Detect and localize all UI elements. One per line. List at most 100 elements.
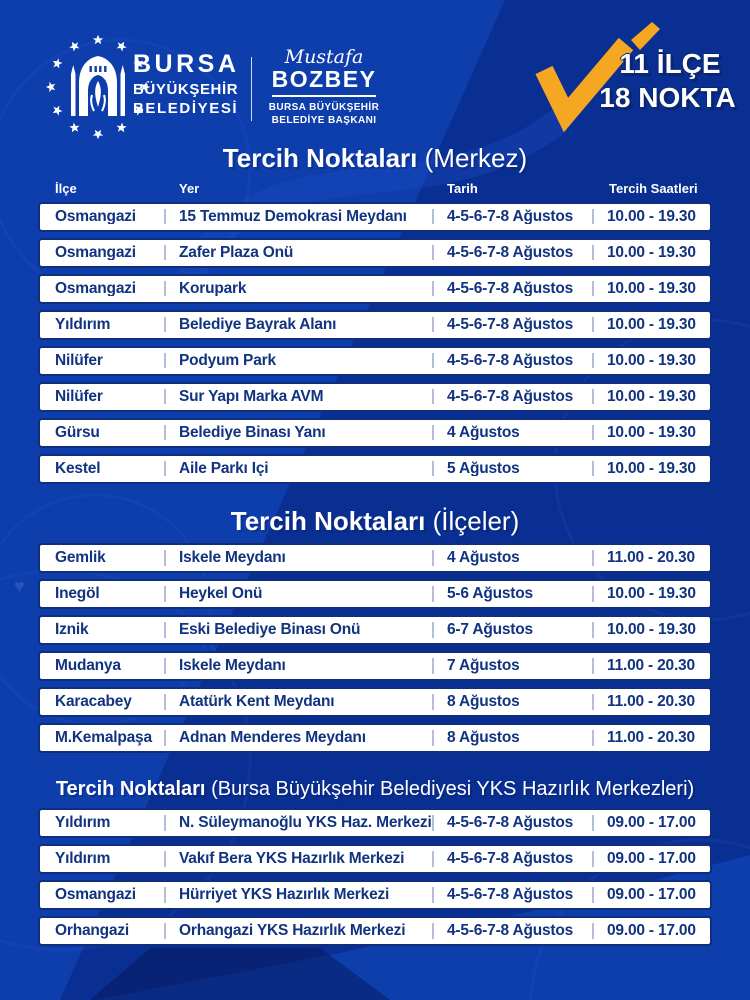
- mayor-first-name: Mustafa: [284, 46, 364, 68]
- cell-district: Gürsu: [55, 424, 100, 441]
- table-row: Osmangazi Zafer Plaza Önü 4-5-6-7-8 Ağus…: [38, 237, 712, 268]
- cell-location: N. Süleymanoğlu YKS Haz. Merkezi: [164, 815, 432, 831]
- cell-district: Karacabey: [55, 694, 132, 710]
- cell-location: Belediye Bayrak Alanı: [164, 317, 432, 333]
- cell-location: İskele Meydanı: [164, 550, 432, 566]
- cell-district: Orhangazi: [55, 923, 129, 939]
- table-row: M.Kemalpaşa Adnan Menderes Meydanı 8 Ağu…: [38, 723, 712, 753]
- section-title-bold: Tercih Noktaları: [230, 505, 426, 536]
- cell-date: 4-5-6-7-8 Ağustos: [432, 317, 592, 333]
- cell-hours: 10.00 - 19.30: [592, 245, 708, 261]
- cell-hours: 09.00 - 17.00: [592, 851, 708, 867]
- cell-date: 4-5-6-7-8 Ağustos: [432, 389, 592, 405]
- section-title-bold: Tercih Noktaları: [222, 143, 418, 173]
- cell-location: Eski Belediye Binası Önü: [164, 622, 432, 638]
- mayor-title-line2: BELEDİYE BAŞKANI: [271, 114, 377, 126]
- cell-district: Osmangazi: [55, 244, 136, 261]
- section-title-light: (Merkez): [424, 143, 528, 173]
- table-row: Osmangazi Korupark 4-5-6-7-8 Ağustos 10.…: [38, 273, 712, 304]
- cell-date: 4-5-6-7-8 Ağustos: [432, 923, 592, 939]
- cell-district: İznik: [55, 622, 89, 638]
- section-title: Tercih Noktaları (İlçeler): [38, 505, 712, 538]
- cell-date: 8 Ağustos: [432, 694, 592, 710]
- section: Tercih Noktaları (İlçeler) Gemlik İskele…: [38, 505, 712, 753]
- checkmark-icon: [535, 22, 660, 133]
- table-row: İnegöl Heykel Önü 5-6 Ağustos 10.00 - 19…: [38, 579, 712, 609]
- mayor-signature-block: Mustafa BOZBEY BURSA BÜYÜKŞEHİR BELEDİYE…: [258, 48, 390, 127]
- cell-district: Yıldırım: [55, 316, 111, 333]
- cell-hours: 11.00 - 20.30: [592, 730, 708, 746]
- org-name-line3: BELEDİYESİ: [133, 100, 239, 117]
- cell-date: 4-5-6-7-8 Ağustos: [432, 887, 592, 903]
- table-row: Gemlik İskele Meydanı 4 Ağustos 11.00 - …: [38, 543, 712, 573]
- table-row: Nilüfer Sur Yapı Marka AVM 4-5-6-7-8 Ağu…: [38, 381, 712, 412]
- cell-date: 4-5-6-7-8 Ağustos: [432, 353, 592, 369]
- table-row: İznik Eski Belediye Binası Önü 6-7 Ağust…: [38, 615, 712, 645]
- org-name-line1: BURSA: [133, 50, 240, 78]
- cell-hours: 09.00 - 17.00: [592, 887, 708, 903]
- count-badge: 11 İLÇE 18 NOKTA: [530, 18, 740, 138]
- cell-hours: 11.00 - 20.30: [592, 658, 708, 674]
- cell-date: 4-5-6-7-8 Ağustos: [432, 209, 592, 225]
- cell-date: 7 Ağustos: [432, 658, 592, 674]
- column-header-saat: Tercih Saatleri: [609, 180, 698, 196]
- table-row: Karacabey Atatürk Kent Meydanı 8 Ağustos…: [38, 687, 712, 717]
- org-name: BURSA BÜYÜKŞEHİR BELEDİYESİ: [133, 50, 240, 117]
- cell-date: 5 Ağustos: [432, 461, 592, 477]
- cell-location: Podyum Park: [164, 353, 432, 369]
- cell-hours: 10.00 - 19.30: [592, 461, 708, 477]
- table-row: Gürsu Belediye Binası Yanı 4 Ağustos 10.…: [38, 417, 712, 448]
- cell-location: İskele Meydanı: [164, 658, 432, 674]
- header: BURSA BÜYÜKŞEHİR BELEDİYESİ Mustafa BOZB…: [0, 0, 750, 145]
- cell-hours: 09.00 - 17.00: [592, 815, 708, 831]
- cell-location: Belediye Binası Yanı: [164, 425, 432, 441]
- cell-date: 6-7 Ağustos: [432, 622, 592, 638]
- table-row: Yıldırım N. Süleymanoğlu YKS Haz. Merkez…: [38, 808, 712, 838]
- org-name-line2: BÜYÜKŞEHİR: [133, 81, 239, 98]
- cell-location: Korupark: [164, 281, 432, 297]
- cell-district: İnegöl: [55, 586, 100, 602]
- column-headers: İlçe Yer Tarih Tercih Saatleri: [38, 181, 712, 196]
- rows: Yıldırım N. Süleymanoğlu YKS Haz. Merkez…: [38, 808, 712, 946]
- cell-location: Sur Yapı Marka AVM: [164, 389, 432, 405]
- cell-location: Vakıf Bera YKS Hazırlık Merkezi: [164, 851, 432, 867]
- column-header-ilce: İlçe: [55, 180, 77, 196]
- cell-date: 4-5-6-7-8 Ağustos: [432, 851, 592, 867]
- cell-location: 15 Temmuz Demokrasi Meydanı: [164, 209, 432, 225]
- section-title-bold: Tercih Noktaları: [55, 778, 206, 800]
- cell-location: Hürriyet YKS Hazırlık Merkezi: [164, 887, 432, 903]
- cell-hours: 09.00 - 17.00: [592, 923, 708, 939]
- mosque-gate-icon: [71, 56, 125, 116]
- cell-hours: 10.00 - 19.30: [592, 281, 708, 297]
- badge-line2: 18 NOKTA: [599, 82, 736, 113]
- cell-date: 4-5-6-7-8 Ağustos: [432, 245, 592, 261]
- mayor-last-name: BOZBEY: [271, 68, 377, 97]
- cell-location: Heykel Önü: [164, 586, 432, 602]
- cell-district: M.Kemalpaşa: [55, 730, 152, 746]
- table-row: Kestel Aile Parkı İçi 5 Ağustos 10.00 - …: [38, 453, 712, 484]
- cell-hours: 10.00 - 19.30: [592, 353, 708, 369]
- section: Tercih Noktaları (Bursa Büyükşehir Beled…: [38, 777, 712, 946]
- section-title-light: (Bursa Büyükşehir Belediyesi YKS Hazırlı…: [211, 778, 695, 800]
- rows: Osmangazi 15 Temmuz Demokrasi Meydanı 4-…: [38, 201, 712, 484]
- cell-district: Kestel: [55, 460, 101, 477]
- table-row: Yıldırım Vakıf Bera YKS Hazırlık Merkezi…: [38, 844, 712, 874]
- cell-district: Yıldırım: [55, 851, 111, 867]
- cell-date: 4 Ağustos: [432, 550, 592, 566]
- heart-watermark-icon: ♥: [14, 576, 25, 596]
- table-row: Nilüfer Podyum Park 4-5-6-7-8 Ağustos 10…: [38, 345, 712, 376]
- cell-district: Nilüfer: [55, 352, 103, 369]
- cell-location: Adnan Menderes Meydanı: [164, 730, 432, 746]
- header-divider: [251, 57, 252, 121]
- cell-location: Orhangazi YKS Hazırlık Merkezi: [164, 923, 432, 939]
- cell-hours: 10.00 - 19.30: [592, 425, 708, 441]
- section: Tercih Noktaları (Merkez) İlçe Yer Tarih…: [38, 142, 712, 484]
- cell-location: Zafer Plaza Önü: [164, 245, 432, 261]
- cell-district: Osmangazi: [55, 208, 136, 225]
- mayor-title-line1: BURSA BÜYÜKŞEHİR: [268, 102, 380, 113]
- section-title: Tercih Noktaları (Bursa Büyükşehir Beled…: [38, 777, 712, 802]
- cell-hours: 10.00 - 19.30: [592, 317, 708, 333]
- sections: Tercih Noktaları (Merkez) İlçe Yer Tarih…: [38, 142, 712, 952]
- rows: Gemlik İskele Meydanı 4 Ağustos 11.00 - …: [38, 543, 712, 753]
- section-title: Tercih Noktaları (Merkez): [38, 142, 712, 175]
